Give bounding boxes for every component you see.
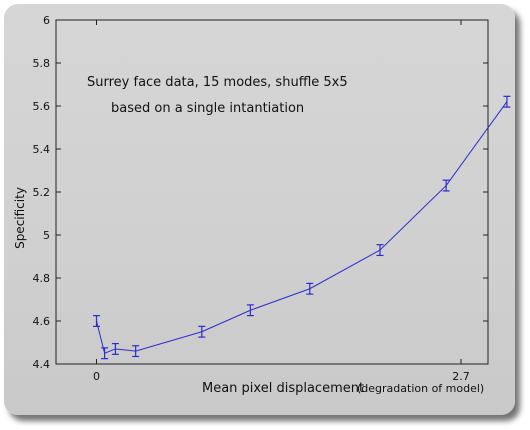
error-bar xyxy=(198,325,206,338)
x-axis: 0 2.7 xyxy=(93,20,470,383)
error-bar xyxy=(101,347,109,360)
error-bar xyxy=(93,315,100,327)
plot-area xyxy=(55,19,489,365)
annotation-line-1: Surrey face data, 15 modes, shuffle 5x5 xyxy=(87,75,348,90)
error-bar xyxy=(442,179,450,192)
chart-card xyxy=(4,4,515,415)
y-axis-label: Specificity xyxy=(13,187,27,249)
annotation-line-2: based on a single intantiation xyxy=(111,101,304,116)
error-bar xyxy=(132,345,140,358)
error-bar xyxy=(306,282,314,295)
y-tick-label: 4.6 xyxy=(33,315,51,328)
x-axis-label-suffix: (degradation of model) xyxy=(357,382,484,395)
y-tick-label: 4.8 xyxy=(33,272,51,285)
y-tick-label: 5.6 xyxy=(33,100,51,113)
y-tick-label: 5.8 xyxy=(33,57,51,70)
y-tick-label: 6 xyxy=(43,14,50,27)
series-group xyxy=(93,95,511,360)
error-bar xyxy=(111,342,119,355)
x-tick-label: 0 xyxy=(93,370,100,383)
y-axis: 4.4 4.6 4.8 5 5.2 5.4 5.6 5.8 6 xyxy=(33,14,488,371)
error-bar xyxy=(376,244,384,257)
x-tick-label: 2.7 xyxy=(452,370,470,383)
error-bar xyxy=(503,95,511,108)
y-tick-label: 4.4 xyxy=(33,358,51,371)
y-tick-label: 5 xyxy=(43,229,50,242)
y-tick-label: 5.2 xyxy=(33,186,51,199)
x-axis-label: Mean pixel displacement xyxy=(202,381,364,396)
series-line xyxy=(96,101,508,354)
error-bar xyxy=(246,304,254,317)
y-tick-label: 5.4 xyxy=(33,143,51,156)
